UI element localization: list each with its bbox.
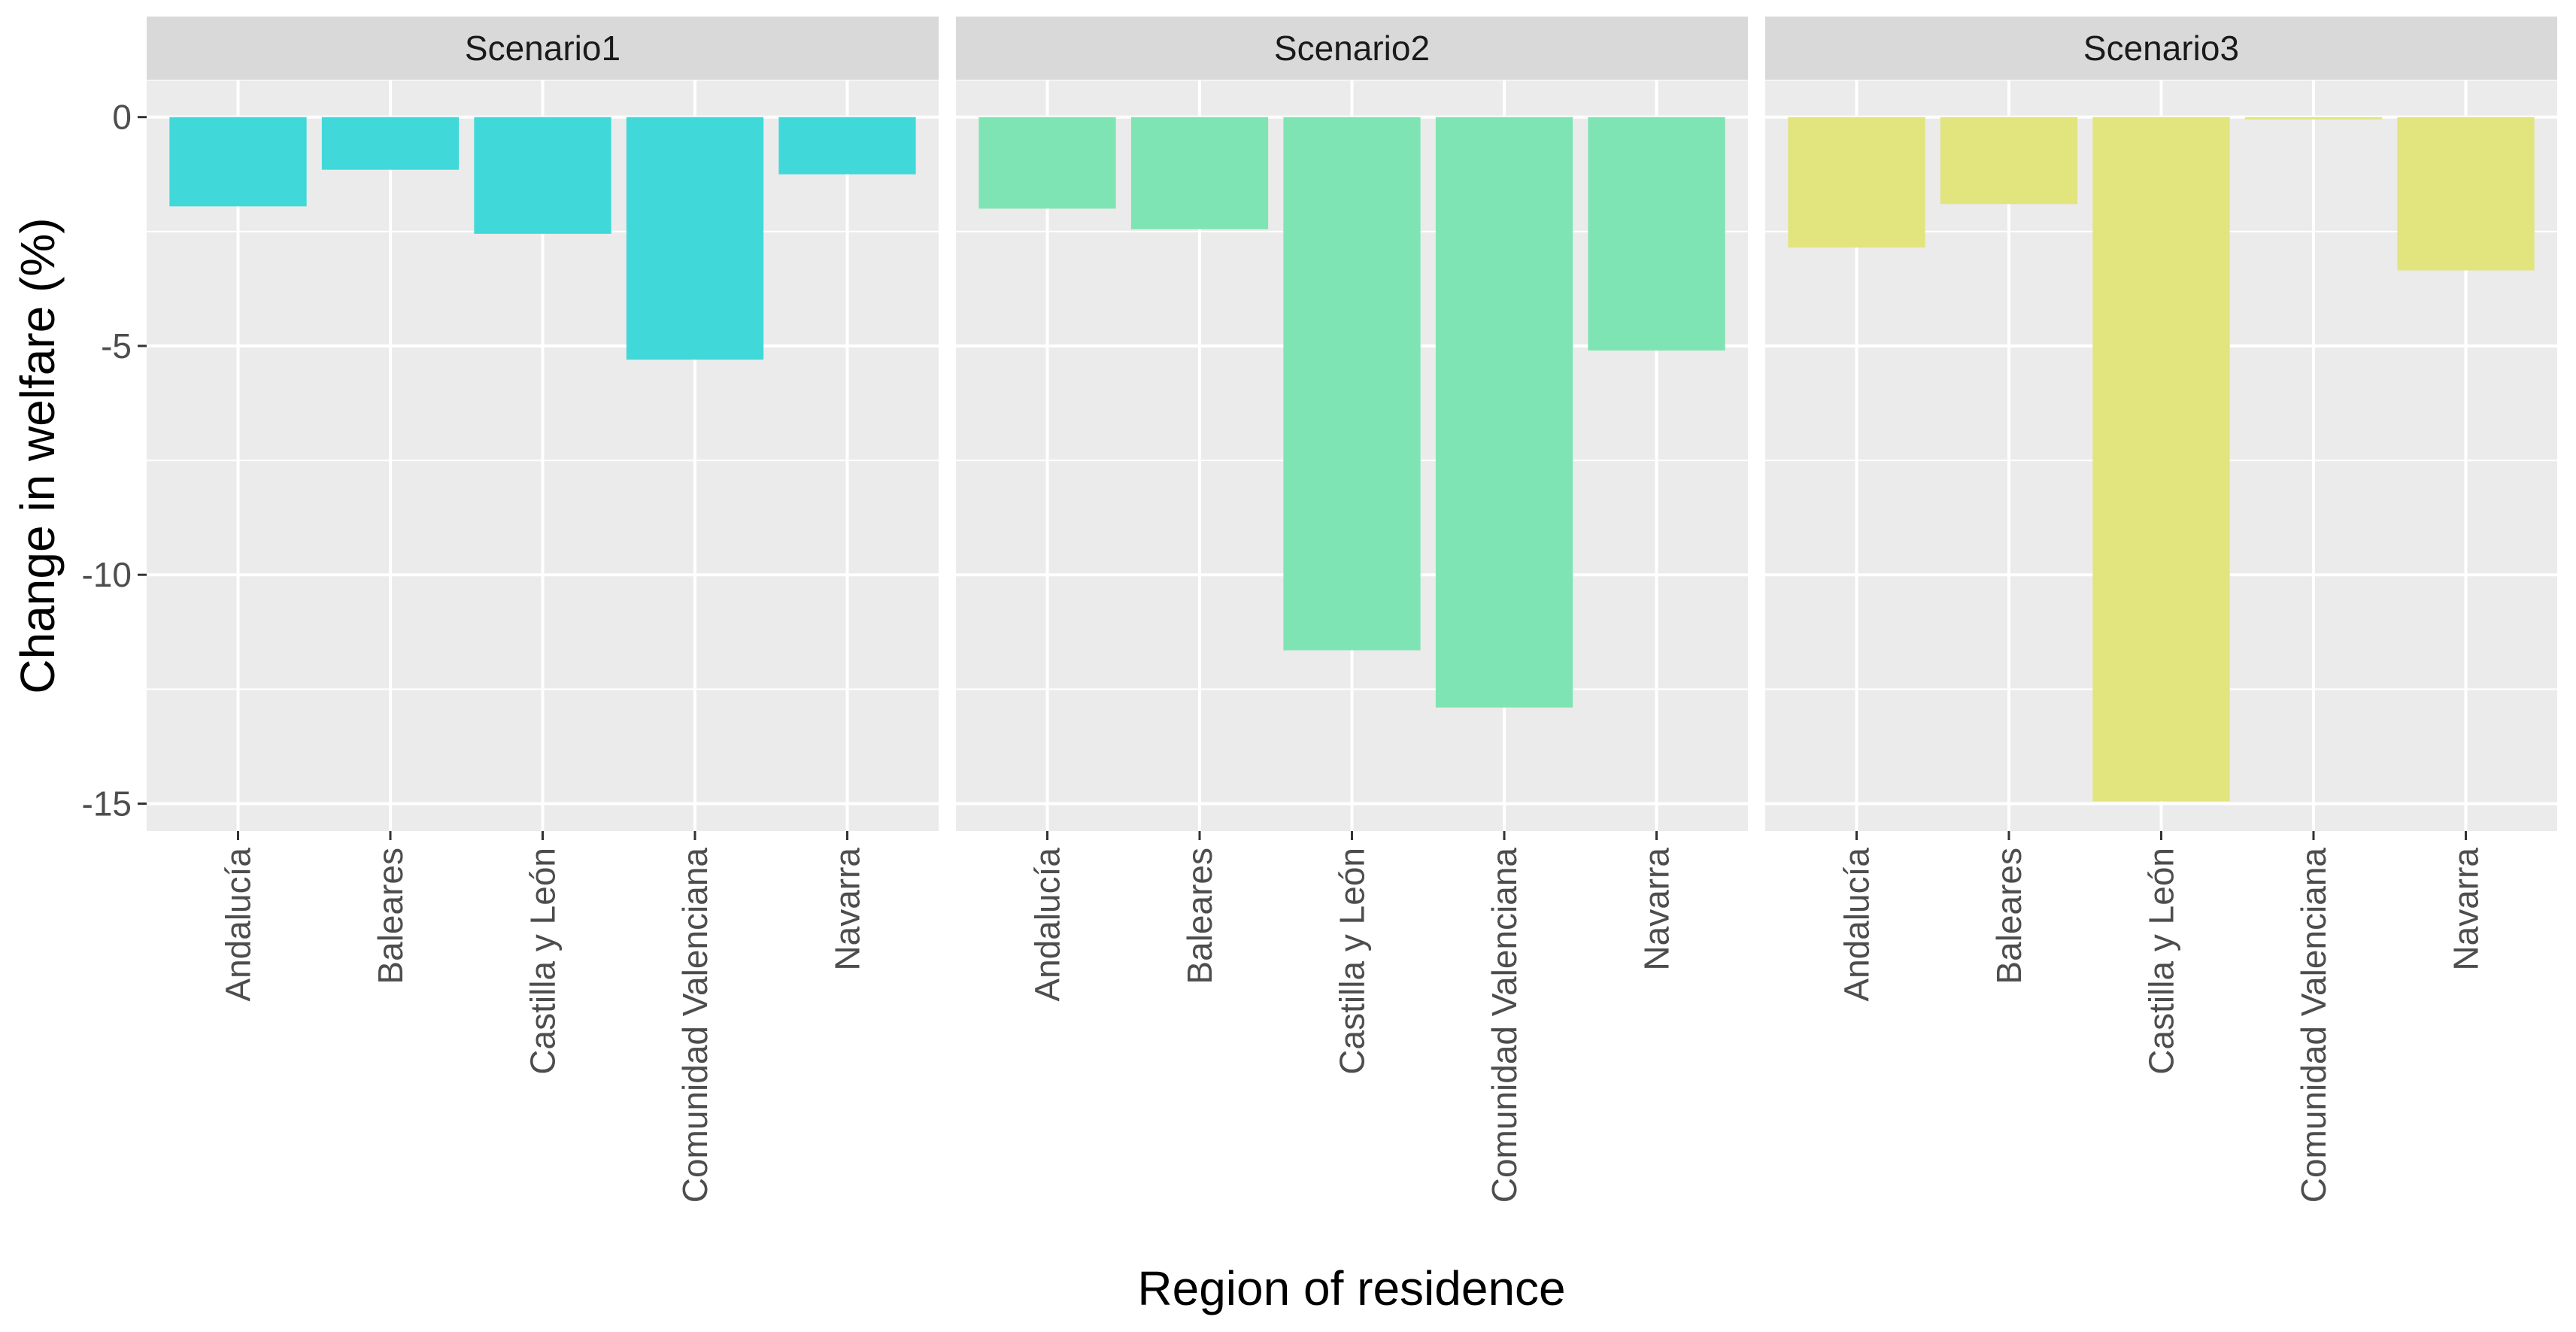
bar-baleares [321,117,460,170]
facet-strip [147,17,939,80]
x-tick-label: Comunidad Valenciana [1485,848,1524,1203]
x-tick-label: Navarra [1637,848,1676,971]
x-tick-label: Andalucía [219,848,258,1002]
bar-andaluc-a [169,117,307,207]
bar-baleares [1130,117,1269,229]
bar-comunidad-valenciana [2244,117,2383,120]
x-tick-label: Andalucía [1837,848,1877,1002]
bar-castilla-y-le-n [2092,117,2230,802]
bar-navarra [778,117,916,174]
x-tick-label: Castilla y León [1333,848,1372,1075]
bar-castilla-y-le-n [1283,117,1421,651]
x-tick-label: Castilla y León [523,848,563,1075]
facet-strip-label: Scenario1 [465,29,620,68]
facet-strip-label: Scenario3 [2083,29,2239,68]
bar-castilla-y-le-n [474,117,611,234]
x-tick-label: Navarra [2447,848,2486,971]
y-axis-title: Change in welfare (%) [11,217,65,693]
y-tick-label: -10 [82,555,132,594]
x-tick-label: Baleares [371,848,410,985]
bar-comunidad-valenciana [626,117,764,360]
x-tick-label: Baleares [1180,848,1219,985]
y-tick-label: -5 [101,326,132,366]
facet-panel-1: Scenario1 Andalucía Baleares Castilla y Leó… [147,17,939,1203]
bar-navarra [1588,117,1725,351]
bar-comunidad-valenciana [1435,117,1573,708]
x-tick-label: Comunidad Valenciana [675,848,715,1203]
facet-panel-3: Scenario3 Andalucía Baleares Castilla y Leó… [1765,17,2557,1203]
bar-navarra [2397,117,2535,271]
x-tick-label: Andalucía [1028,848,1067,1002]
bar-baleares [1940,117,2078,205]
facet-strip-label: Scenario2 [1274,29,1430,68]
x-tick-label: Castilla y León [2142,848,2181,1075]
bar-andaluc-a [1788,117,1925,248]
y-tick-label: 0 [112,98,132,137]
facet-strip [956,17,1748,80]
x-tick-label: Baleares [1989,848,2028,985]
x-tick-label: Navarra [828,848,867,971]
y-tick-label: -15 [82,784,132,823]
facet-strip [1765,17,2557,80]
x-tick-label: Comunidad Valenciana [2294,848,2333,1203]
facet-panel-2: Scenario2 Andalucía Baleares Castilla y Leó… [956,17,1748,1203]
x-axis-title: Region of residence [1137,1261,1565,1315]
bar-andaluc-a [979,117,1116,209]
